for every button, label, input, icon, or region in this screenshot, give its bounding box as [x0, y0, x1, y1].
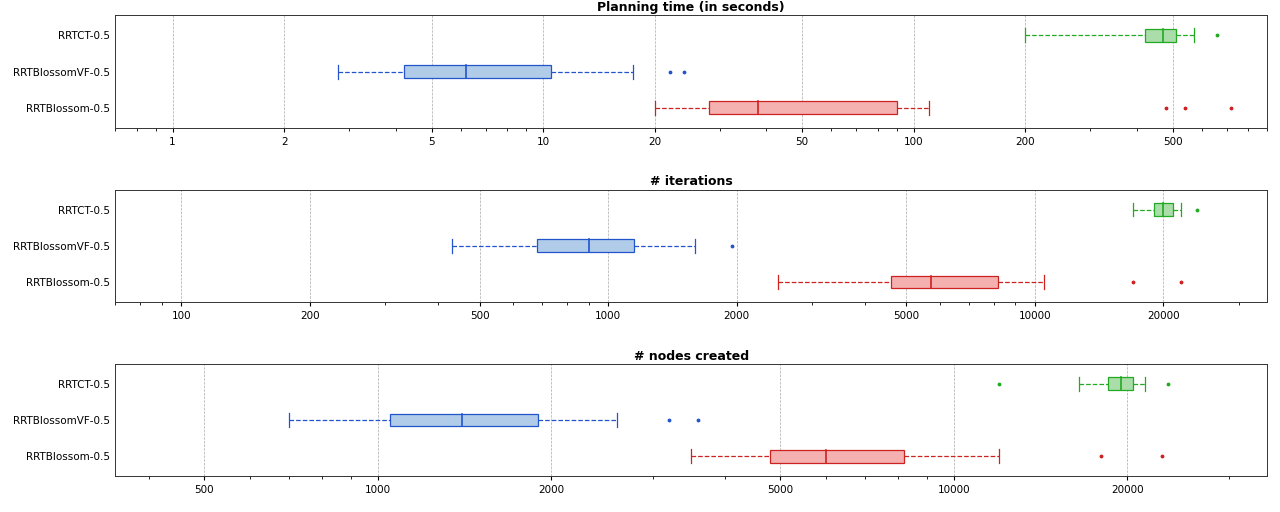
Bar — [771, 450, 904, 462]
Bar — [1155, 203, 1172, 216]
Bar — [891, 275, 998, 288]
Bar — [1144, 29, 1176, 41]
Title: # nodes created: # nodes created — [634, 350, 749, 362]
Title: # iterations: # iterations — [650, 176, 732, 188]
Bar — [403, 65, 550, 78]
Bar — [536, 240, 634, 252]
Title: Planning time (in seconds): Planning time (in seconds) — [598, 1, 785, 14]
Bar — [1107, 377, 1133, 390]
Bar — [390, 414, 539, 426]
Bar — [709, 101, 897, 114]
